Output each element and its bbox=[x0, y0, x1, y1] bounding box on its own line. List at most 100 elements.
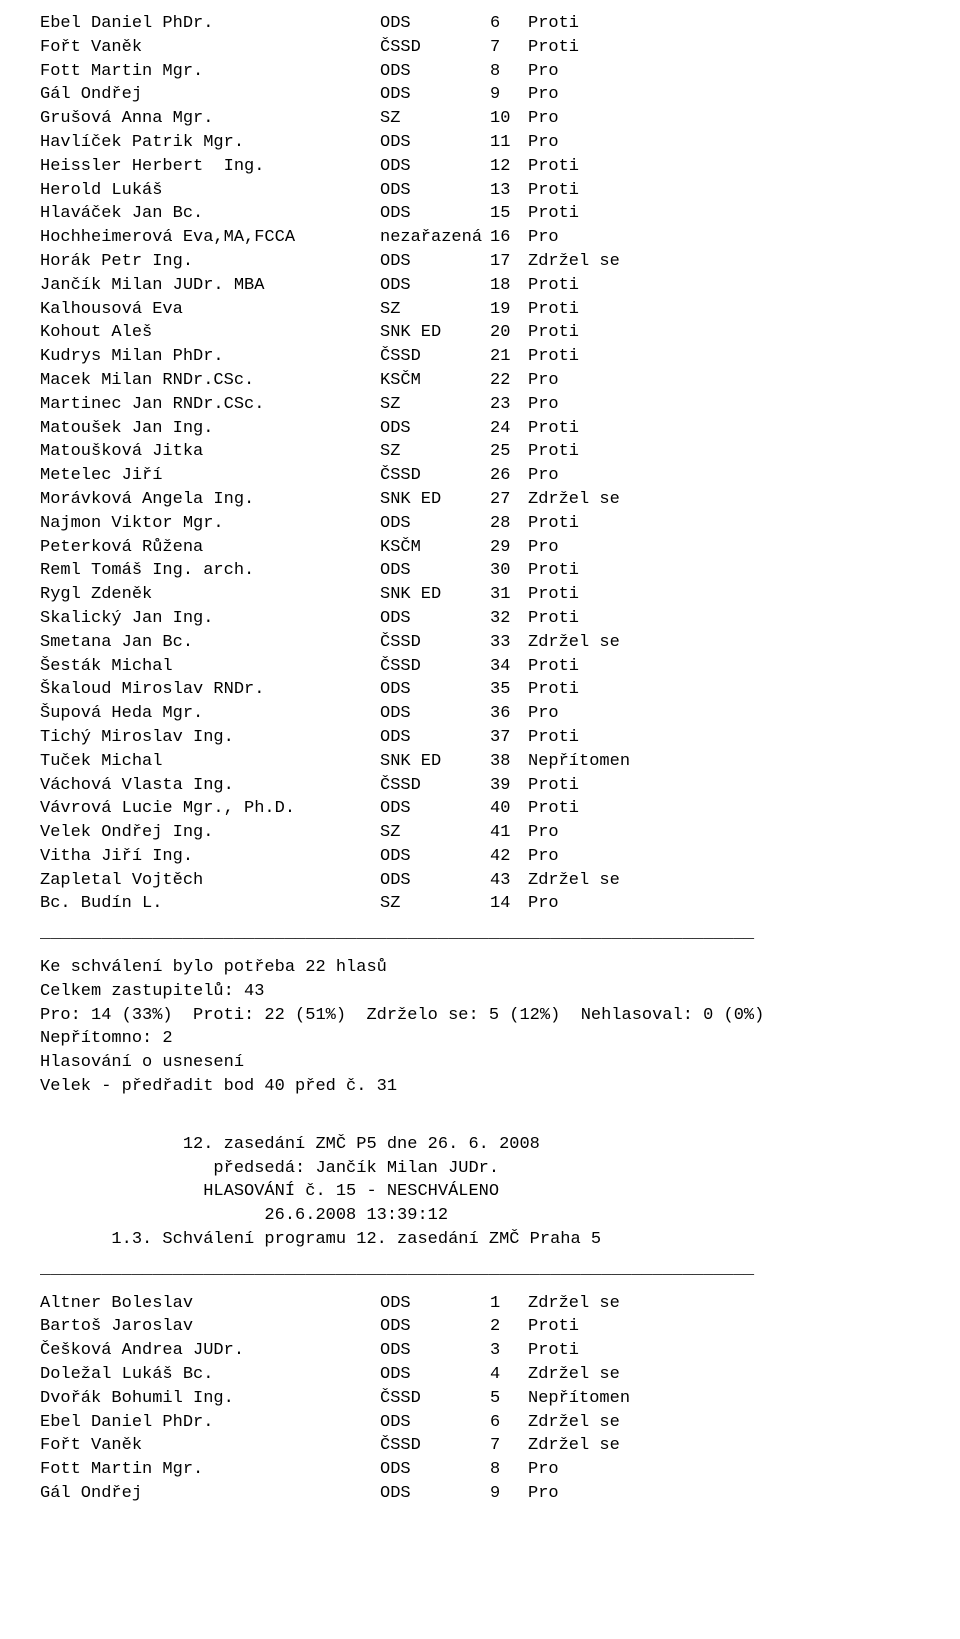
order-number: 39 bbox=[490, 774, 528, 798]
member-name: Horák Petr Ing. bbox=[40, 250, 380, 274]
vote-row: Kudrys Milan PhDr.ČSSD21Proti bbox=[40, 345, 938, 369]
party-label: ODS bbox=[380, 83, 490, 107]
member-name: Tuček Michal bbox=[40, 750, 380, 774]
vote-value: Proti bbox=[528, 726, 938, 750]
member-name: Dvořák Bohumil Ing. bbox=[40, 1387, 380, 1411]
party-label: ČSSD bbox=[380, 464, 490, 488]
vote-row: Hochheimerová Eva,MA,FCCAnezařazená16Pro bbox=[40, 226, 938, 250]
vote-row: Matoušková JitkaSZ25Proti bbox=[40, 440, 938, 464]
party-label: ODS bbox=[380, 726, 490, 750]
member-name: Tichý Miroslav Ing. bbox=[40, 726, 380, 750]
party-label: SZ bbox=[380, 298, 490, 322]
order-number: 22 bbox=[490, 369, 528, 393]
vote-row: Peterková RůženaKSČM29Pro bbox=[40, 536, 938, 560]
vote-value: Pro bbox=[528, 107, 938, 131]
order-number: 37 bbox=[490, 726, 528, 750]
order-number: 18 bbox=[490, 274, 528, 298]
summary-line: Nepřítomno: 2 bbox=[40, 1027, 938, 1051]
order-number: 7 bbox=[490, 36, 528, 60]
party-label: SNK ED bbox=[380, 321, 490, 345]
party-label: ČSSD bbox=[380, 1434, 490, 1458]
party-label: SZ bbox=[380, 892, 490, 916]
vote-row: Ebel Daniel PhDr.ODS6Zdržel se bbox=[40, 1411, 938, 1435]
order-number: 11 bbox=[490, 131, 528, 155]
member-name: Rygl Zdeněk bbox=[40, 583, 380, 607]
party-label: ODS bbox=[380, 797, 490, 821]
order-number: 25 bbox=[490, 440, 528, 464]
member-name: Grušová Anna Mgr. bbox=[40, 107, 380, 131]
summary-line: Ke schválení bylo potřeba 22 hlasů bbox=[40, 956, 938, 980]
vote-row: Metelec JiříČSSD26Pro bbox=[40, 464, 938, 488]
party-label: ODS bbox=[380, 1315, 490, 1339]
member-name: Šupová Heda Mgr. bbox=[40, 702, 380, 726]
order-number: 42 bbox=[490, 845, 528, 869]
order-number: 8 bbox=[490, 60, 528, 84]
order-number: 27 bbox=[490, 488, 528, 512]
vote-row: Fořt VaněkČSSD7Zdržel se bbox=[40, 1434, 938, 1458]
member-name: Reml Tomáš Ing. arch. bbox=[40, 559, 380, 583]
party-label: SZ bbox=[380, 440, 490, 464]
order-number: 36 bbox=[490, 702, 528, 726]
vote-value: Proti bbox=[528, 440, 938, 464]
vote-row: Bartoš JaroslavODS2Proti bbox=[40, 1315, 938, 1339]
vote-value: Pro bbox=[528, 131, 938, 155]
party-label: ODS bbox=[380, 678, 490, 702]
member-name: Najmon Viktor Mgr. bbox=[40, 512, 380, 536]
order-number: 40 bbox=[490, 797, 528, 821]
member-name: Gál Ondřej bbox=[40, 83, 380, 107]
session-header-line: 12. zasedání ZMČ P5 dne 26. 6. 2008 bbox=[40, 1133, 938, 1157]
party-label: ODS bbox=[380, 845, 490, 869]
vote-value: Proti bbox=[528, 36, 938, 60]
party-label: KSČM bbox=[380, 369, 490, 393]
vote-value: Proti bbox=[528, 345, 938, 369]
party-label: ODS bbox=[380, 559, 490, 583]
vote-value: Zdržel se bbox=[528, 1434, 938, 1458]
summary-line: Velek - předřadit bod 40 před č. 31 bbox=[40, 1075, 938, 1099]
separator-line: ________________________________________… bbox=[40, 922, 938, 946]
party-label: nezařazená bbox=[380, 226, 490, 250]
document-page: Ebel Daniel PhDr.ODS6ProtiFořt VaněkČSSD… bbox=[0, 0, 960, 1536]
party-label: ČSSD bbox=[380, 774, 490, 798]
order-number: 23 bbox=[490, 393, 528, 417]
order-number: 17 bbox=[490, 250, 528, 274]
order-number: 9 bbox=[490, 1482, 528, 1506]
member-name: Matoušková Jitka bbox=[40, 440, 380, 464]
summary-line: Hlasování o usnesení bbox=[40, 1051, 938, 1075]
vote-value: Proti bbox=[528, 179, 938, 203]
vote-value: Proti bbox=[528, 559, 938, 583]
order-number: 10 bbox=[490, 107, 528, 131]
party-label: ODS bbox=[380, 250, 490, 274]
order-number: 2 bbox=[490, 1315, 528, 1339]
vote-value: Pro bbox=[528, 845, 938, 869]
order-number: 3 bbox=[490, 1339, 528, 1363]
member-name: Matoušek Jan Ing. bbox=[40, 417, 380, 441]
vote-row: Fořt VaněkČSSD7Proti bbox=[40, 36, 938, 60]
party-label: ODS bbox=[380, 1292, 490, 1316]
vote-row: Váchová Vlasta Ing.ČSSD39Proti bbox=[40, 774, 938, 798]
party-label: ČSSD bbox=[380, 655, 490, 679]
member-name: Hochheimerová Eva,MA,FCCA bbox=[40, 226, 380, 250]
vote-list-bottom: Altner BoleslavODS1Zdržel seBartoš Jaros… bbox=[40, 1292, 938, 1506]
vote-value: Zdržel se bbox=[528, 1363, 938, 1387]
vote-value: Proti bbox=[528, 774, 938, 798]
order-number: 24 bbox=[490, 417, 528, 441]
vote-value: Zdržel se bbox=[528, 488, 938, 512]
party-label: ČSSD bbox=[380, 36, 490, 60]
member-name: Fořt Vaněk bbox=[40, 1434, 380, 1458]
vote-value: Pro bbox=[528, 892, 938, 916]
party-label: SNK ED bbox=[380, 488, 490, 512]
vote-value: Pro bbox=[528, 536, 938, 560]
vote-value: Zdržel se bbox=[528, 1292, 938, 1316]
order-number: 38 bbox=[490, 750, 528, 774]
order-number: 28 bbox=[490, 512, 528, 536]
vote-value: Proti bbox=[528, 321, 938, 345]
vote-row: Gál OndřejODS9Pro bbox=[40, 1482, 938, 1506]
vote-value: Proti bbox=[528, 678, 938, 702]
party-label: ODS bbox=[380, 12, 490, 36]
vote-value: Zdržel se bbox=[528, 250, 938, 274]
vote-row: Šesták MichalČSSD34Proti bbox=[40, 655, 938, 679]
vote-list-top: Ebel Daniel PhDr.ODS6ProtiFořt VaněkČSSD… bbox=[40, 12, 938, 916]
member-name: Bc. Budín L. bbox=[40, 892, 380, 916]
vote-value: Pro bbox=[528, 821, 938, 845]
member-name: Fořt Vaněk bbox=[40, 36, 380, 60]
